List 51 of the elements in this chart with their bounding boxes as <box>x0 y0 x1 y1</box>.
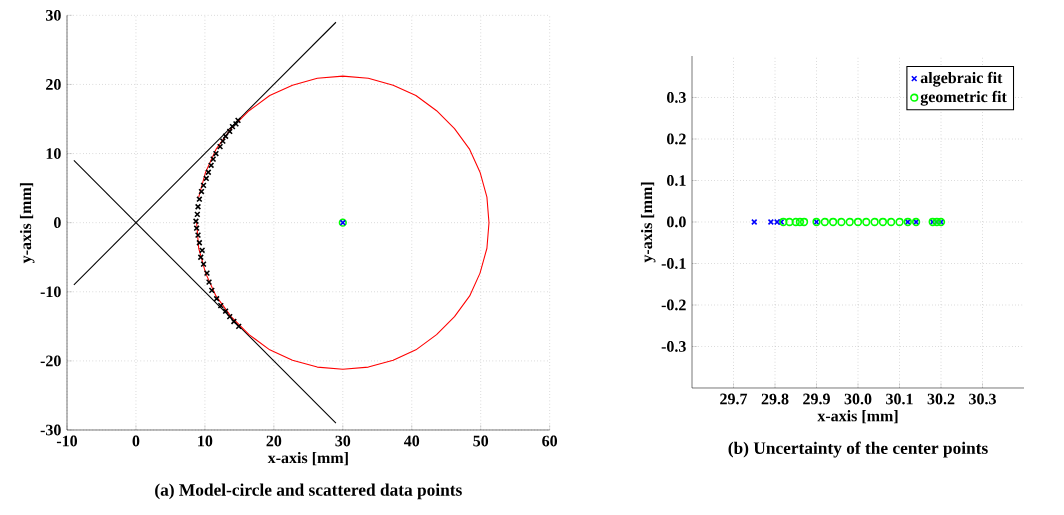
point <box>226 313 233 320</box>
x-tick-label: 30.2 <box>927 393 955 405</box>
x-tick-label: 50 <box>473 435 489 447</box>
x-tick-label: 29.8 <box>761 393 789 405</box>
x-tick-label: -10 <box>56 435 78 447</box>
text: (b) Uncertainty of the center points <box>728 441 988 458</box>
point <box>196 239 203 246</box>
point <box>194 211 201 218</box>
y-tick-label: 0.0 <box>667 216 686 228</box>
legend-label: algebraic fit <box>920 71 1003 87</box>
point <box>197 254 204 261</box>
y-tick-label: 0.2 <box>667 133 686 145</box>
point <box>235 323 242 330</box>
y-tick-label: 0.1 <box>667 175 686 186</box>
y-axis-title: y-axis [mm] <box>19 183 35 264</box>
y-tick-label: -10 <box>40 286 61 298</box>
x-tick-label: 0 <box>132 435 140 447</box>
y-axis-title: y-axis [mm] <box>640 182 656 263</box>
line-series <box>196 75 490 370</box>
y-tick-label: -20 <box>40 355 61 367</box>
x-axis-title: x-axis [mm] <box>817 410 898 424</box>
point <box>210 155 217 163</box>
point <box>219 137 226 145</box>
x-tick-label: 29.7 <box>720 393 748 405</box>
x-tick-label: 40 <box>403 435 420 447</box>
x-axis-title: x-axis [mm] <box>267 451 348 466</box>
point <box>213 295 220 302</box>
point <box>229 123 236 130</box>
y-tick-label: -0.3 <box>661 341 686 352</box>
y-tick-label: 0.3 <box>667 92 686 103</box>
x-tick-label: 29.9 <box>803 393 830 405</box>
y-tick-label: -0.1 <box>661 258 686 269</box>
x-tick-label: 30.0 <box>844 393 872 405</box>
y-tick-label: -0.2 <box>661 299 686 311</box>
x-tick-label: 60 <box>542 435 558 447</box>
point <box>198 188 205 195</box>
y-tick-label: 0 <box>54 217 61 229</box>
x-tick-label: 10 <box>198 435 213 447</box>
x-tick-label: 30.1 <box>886 393 913 405</box>
point <box>194 231 202 239</box>
x-tick-label: 30.3 <box>969 393 996 405</box>
y-tick-label: -30 <box>40 424 61 436</box>
legend-label: geometric fit <box>920 90 1007 106</box>
text: (a) Model-circle and scattered data points <box>155 483 462 500</box>
y-tick-label: 30 <box>46 9 61 21</box>
x-tick-label: 20 <box>266 435 282 447</box>
y-tick-label: 10 <box>46 148 61 159</box>
point <box>205 278 213 286</box>
x-tick-label: 30 <box>335 435 351 447</box>
y-tick-label: 20 <box>46 79 61 90</box>
point <box>203 269 211 277</box>
